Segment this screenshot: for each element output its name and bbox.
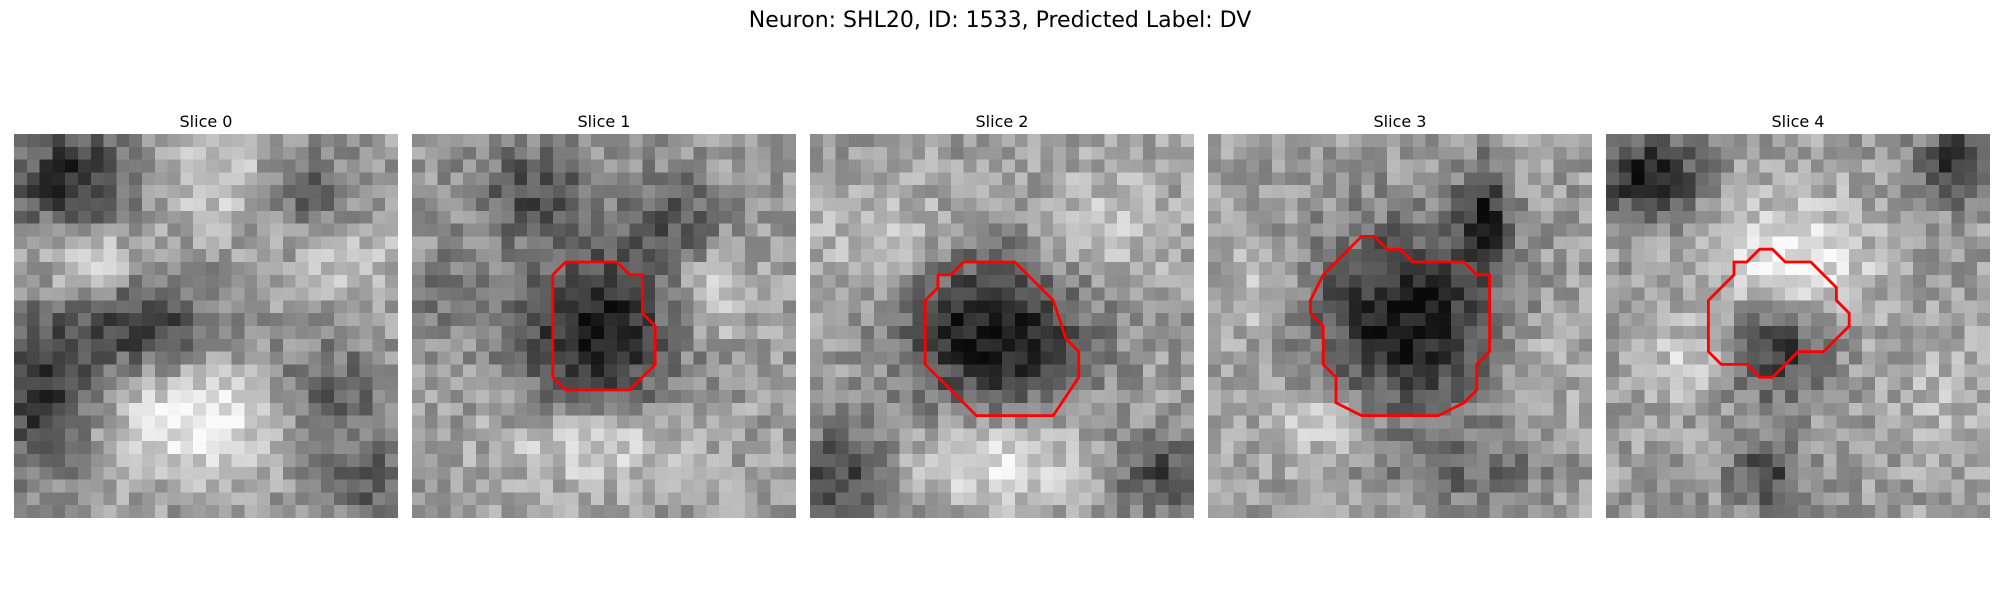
slice-1-pixels [412, 134, 796, 518]
panel-slice-2: Slice 2 [810, 110, 1194, 518]
slice-4-image [1606, 134, 1990, 518]
slice-4-roi-contour [1706, 247, 1851, 379]
figure-title: Neuron: SHL20, ID: 1533, Predicted Label… [748, 8, 1252, 33]
slice-2-image [810, 134, 1194, 518]
panel-slice-0: Slice 0 [14, 110, 398, 518]
slice-3-image [1208, 134, 1592, 518]
slice-1-image [412, 134, 796, 518]
slice-1-title: Slice 1 [577, 112, 631, 131]
slice-3-title: Slice 3 [1373, 112, 1427, 131]
slice-2-roi-contour [923, 260, 1081, 418]
slice-2-pixels [810, 134, 1194, 518]
slice-0-image [14, 134, 398, 518]
slice-3-pixels [1208, 134, 1592, 518]
panel-slice-4: Slice 4 [1606, 110, 1990, 518]
panel-slice-1: Slice 1 [412, 110, 796, 518]
slice-0-pixels [14, 134, 398, 518]
slice-4-title: Slice 4 [1771, 112, 1825, 131]
slice-2-title: Slice 2 [975, 112, 1029, 131]
slice-1-roi-contour [551, 260, 657, 392]
slice-4-pixels [1606, 134, 1990, 518]
panel-slice-3: Slice 3 [1208, 110, 1592, 518]
slice-3-roi-contour [1308, 234, 1492, 418]
slice-0-title: Slice 0 [179, 112, 233, 131]
